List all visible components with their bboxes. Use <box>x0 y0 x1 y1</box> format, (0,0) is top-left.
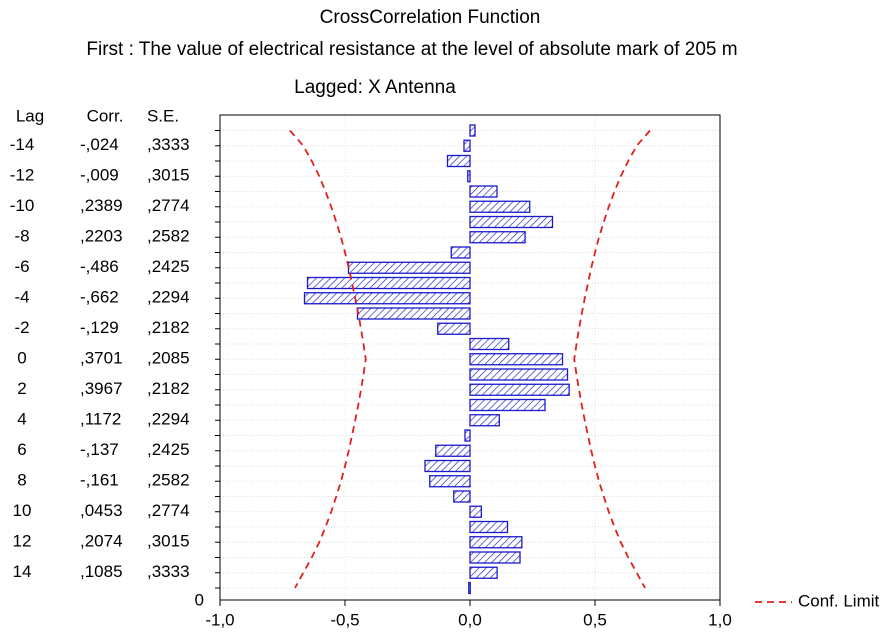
lag-label: 6 <box>17 440 26 459</box>
y-origin-label: 0 <box>195 590 204 609</box>
conf-limit-line <box>289 129 367 589</box>
bar <box>464 429 471 442</box>
lag-label: 4 <box>17 410 26 429</box>
bar <box>429 475 471 488</box>
lag-label: 2 <box>17 379 26 398</box>
corr-label: ,2389 <box>80 196 123 215</box>
bar <box>469 505 482 518</box>
bar <box>463 139 471 152</box>
corr-label: -,024 <box>80 135 119 154</box>
x-tick-label: 1,0 <box>708 610 732 629</box>
se-label: ,2425 <box>147 257 190 276</box>
se-label: ,2294 <box>147 410 190 429</box>
bar <box>437 322 471 335</box>
se-label: ,3333 <box>147 135 190 154</box>
bar <box>306 276 471 290</box>
bar <box>469 536 523 549</box>
bar <box>356 307 471 320</box>
corr-label: -,129 <box>80 318 119 337</box>
lag-label: -14 <box>10 135 35 154</box>
chart-title: CrossCorrelation Function <box>320 7 541 28</box>
lag-label: 14 <box>13 562 32 581</box>
se-label: ,3015 <box>147 532 190 551</box>
se-label: ,2182 <box>147 379 190 398</box>
conf-limit-line <box>573 129 651 589</box>
se-label: ,2774 <box>147 501 190 520</box>
corr-label: ,1085 <box>80 562 123 581</box>
corr-label: ,3701 <box>80 349 123 368</box>
bar <box>469 398 546 412</box>
lag-label: -6 <box>14 257 29 276</box>
corr-label: ,3967 <box>80 379 123 398</box>
se-label: ,2582 <box>147 471 190 490</box>
bar <box>469 200 531 213</box>
chart-subtitle: First : The value of electrical resistan… <box>86 39 737 60</box>
lag-label: -10 <box>10 196 35 215</box>
bar <box>469 124 476 137</box>
lag-label: -8 <box>14 227 29 246</box>
se-label: ,2774 <box>147 196 190 215</box>
column-header: S.E. <box>147 106 179 125</box>
bar <box>469 231 526 244</box>
se-label: ,2582 <box>147 227 190 246</box>
corr-label: -,486 <box>80 257 119 276</box>
bar <box>469 368 569 381</box>
lag-label: -4 <box>14 288 29 307</box>
bar <box>468 581 471 595</box>
se-label: ,2085 <box>147 349 190 368</box>
bar <box>469 414 500 427</box>
lag-label: -12 <box>10 166 35 185</box>
bar <box>446 154 471 168</box>
corr-label: ,0453 <box>80 501 123 520</box>
column-header: Corr. <box>87 106 124 125</box>
corr-label: ,2074 <box>80 532 123 551</box>
lag-label: -2 <box>14 318 29 337</box>
lag-label: 0 <box>17 349 26 368</box>
bar <box>469 337 510 351</box>
plot-frame <box>219 114 721 601</box>
bar <box>469 383 570 396</box>
corr-label: ,2203 <box>80 227 123 246</box>
bar <box>347 261 471 274</box>
x-tick-label: -1,0 <box>205 610 234 629</box>
se-label: ,2182 <box>147 318 190 337</box>
corr-label: -,161 <box>80 471 119 490</box>
legend-label: Conf. Limit <box>798 591 880 610</box>
corr-label: ,1172 <box>80 410 121 429</box>
x-tick-label: 0,0 <box>458 610 482 629</box>
bar <box>450 246 471 259</box>
se-label: ,2294 <box>147 288 190 307</box>
bar <box>469 353 564 366</box>
corr-label: -,009 <box>80 166 119 185</box>
lag-label: 8 <box>17 471 26 490</box>
column-header: Lag <box>16 106 44 125</box>
bar <box>469 215 554 229</box>
se-label: ,2425 <box>147 440 190 459</box>
bar <box>469 520 509 534</box>
se-label: ,3015 <box>147 166 190 185</box>
x-tick-label: 0,5 <box>583 610 607 629</box>
bar <box>424 459 471 473</box>
bar <box>467 170 471 183</box>
bar <box>303 292 471 305</box>
bar <box>435 444 471 457</box>
lag-label: 10 <box>13 501 32 520</box>
lag-label: 12 <box>13 532 32 551</box>
bar <box>469 566 498 579</box>
se-label: ,3333 <box>147 562 190 581</box>
chart-subtitle: Lagged: X Antenna <box>294 77 456 98</box>
bar <box>469 185 498 198</box>
bar <box>469 551 521 564</box>
corr-label: -,137 <box>80 440 119 459</box>
x-tick-label: -0,5 <box>330 610 359 629</box>
corr-label: -,662 <box>80 288 119 307</box>
bar <box>453 490 471 503</box>
